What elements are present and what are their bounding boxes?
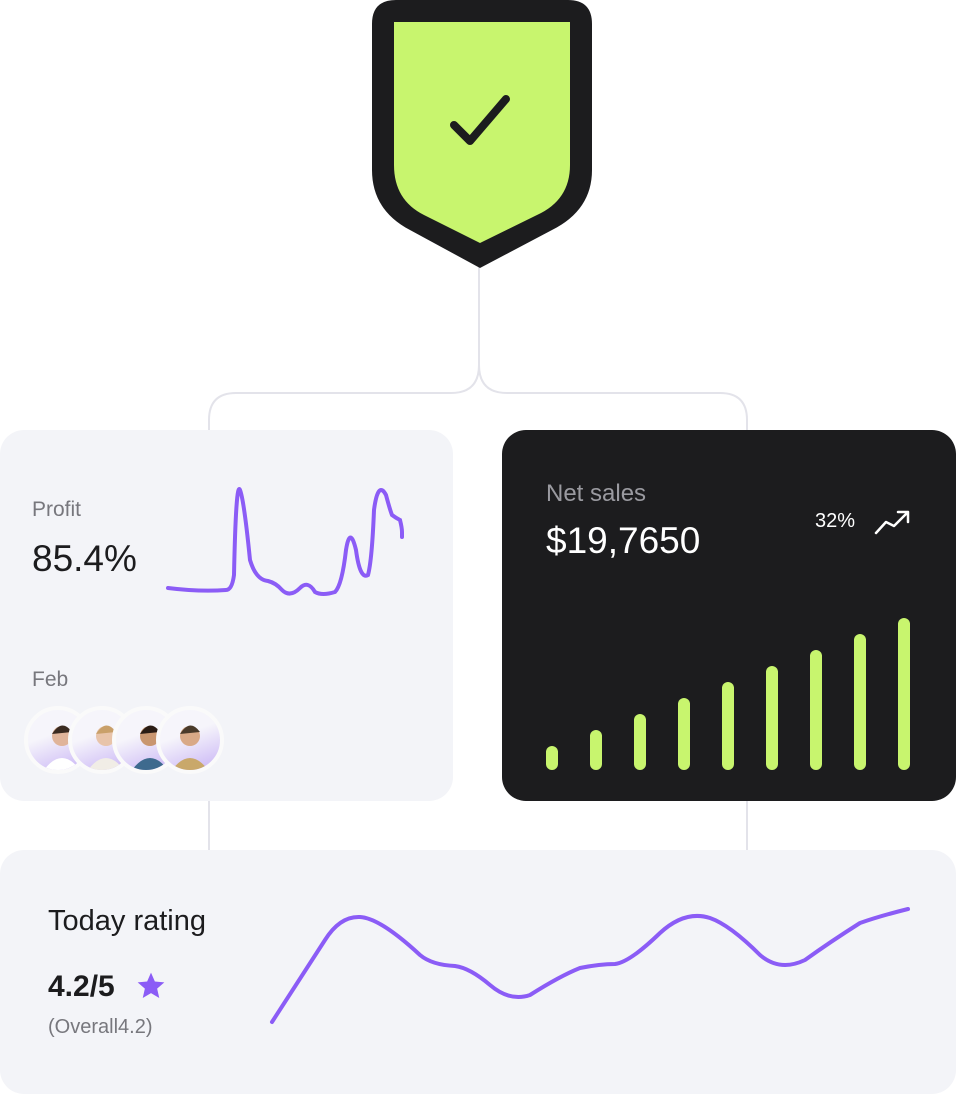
- star-icon: [137, 972, 165, 998]
- shield-check-icon: [372, 0, 592, 268]
- bar: [810, 650, 822, 770]
- profit-sparkline: [166, 487, 404, 596]
- bar: [898, 618, 910, 770]
- bar: [634, 714, 646, 770]
- bar: [678, 698, 690, 770]
- profit-label: Profit: [32, 498, 82, 521]
- bar: [590, 730, 602, 770]
- rating-title: Today rating: [48, 905, 206, 937]
- bar: [546, 746, 558, 770]
- profit-value: 85.4%: [32, 538, 137, 579]
- rating-value: 4.2/5: [48, 970, 115, 1003]
- overall-rating: (Overall4.2): [48, 1016, 153, 1038]
- month-label: Feb: [32, 668, 69, 691]
- rating-card: [0, 850, 956, 1094]
- bar: [854, 634, 866, 770]
- trending-up-icon: [874, 510, 910, 535]
- avatar: [156, 706, 224, 774]
- net-sales-value: $19,7650: [546, 520, 701, 561]
- rating-line-chart: [270, 907, 910, 1024]
- net-sales-label: Net sales: [546, 480, 647, 507]
- bar: [722, 682, 734, 770]
- checkmark-icon: [450, 95, 510, 145]
- net-sales-bar-chart: [546, 618, 910, 770]
- bar: [766, 666, 778, 770]
- change-percent: 32%: [815, 510, 856, 532]
